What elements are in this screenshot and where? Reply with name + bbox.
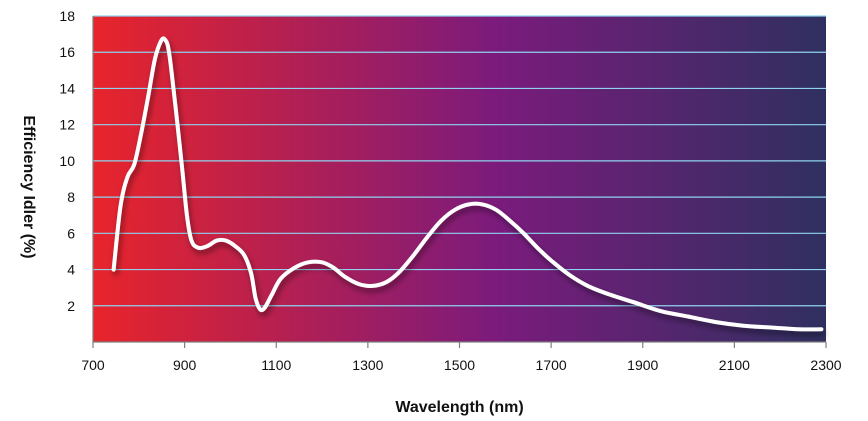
y-tick-label: 18 <box>59 8 75 24</box>
x-tick-label: 900 <box>173 357 197 373</box>
axes <box>92 16 827 348</box>
x-tick-label: 1700 <box>536 357 567 373</box>
series-layer <box>111 36 824 332</box>
efficiency-line-series-0 <box>111 36 824 332</box>
x-tick-label: 2100 <box>719 357 750 373</box>
y-tick-label: 10 <box>59 153 75 169</box>
y-tick-label: 2 <box>67 298 75 314</box>
y-tick-label: 8 <box>67 189 75 205</box>
y-tick-label: 12 <box>59 117 75 133</box>
tick-labels: 2 4 6 8 10 12 14 16 18 700 900 1100 1300 1500 1700 1900… <box>59 8 841 373</box>
x-tick-label: 1900 <box>627 357 658 373</box>
x-tick-label: 700 <box>81 357 105 373</box>
y-tick-label: 16 <box>59 44 75 60</box>
plot-background <box>93 16 826 342</box>
x-tick-label: 1500 <box>444 357 475 373</box>
y-tick-label: 4 <box>67 262 75 278</box>
y-axis-title: Efficiency Idler (%) <box>20 115 37 258</box>
y-tick-label: 6 <box>67 225 75 241</box>
y-tick-label: 14 <box>59 80 75 96</box>
gridlines <box>93 15 826 307</box>
x-tick-label: 2300 <box>810 357 841 373</box>
x-axis-title: Wavelength (nm) <box>395 399 523 416</box>
x-tick-label: 1100 <box>261 357 291 373</box>
x-tick-label: 1300 <box>352 357 383 373</box>
